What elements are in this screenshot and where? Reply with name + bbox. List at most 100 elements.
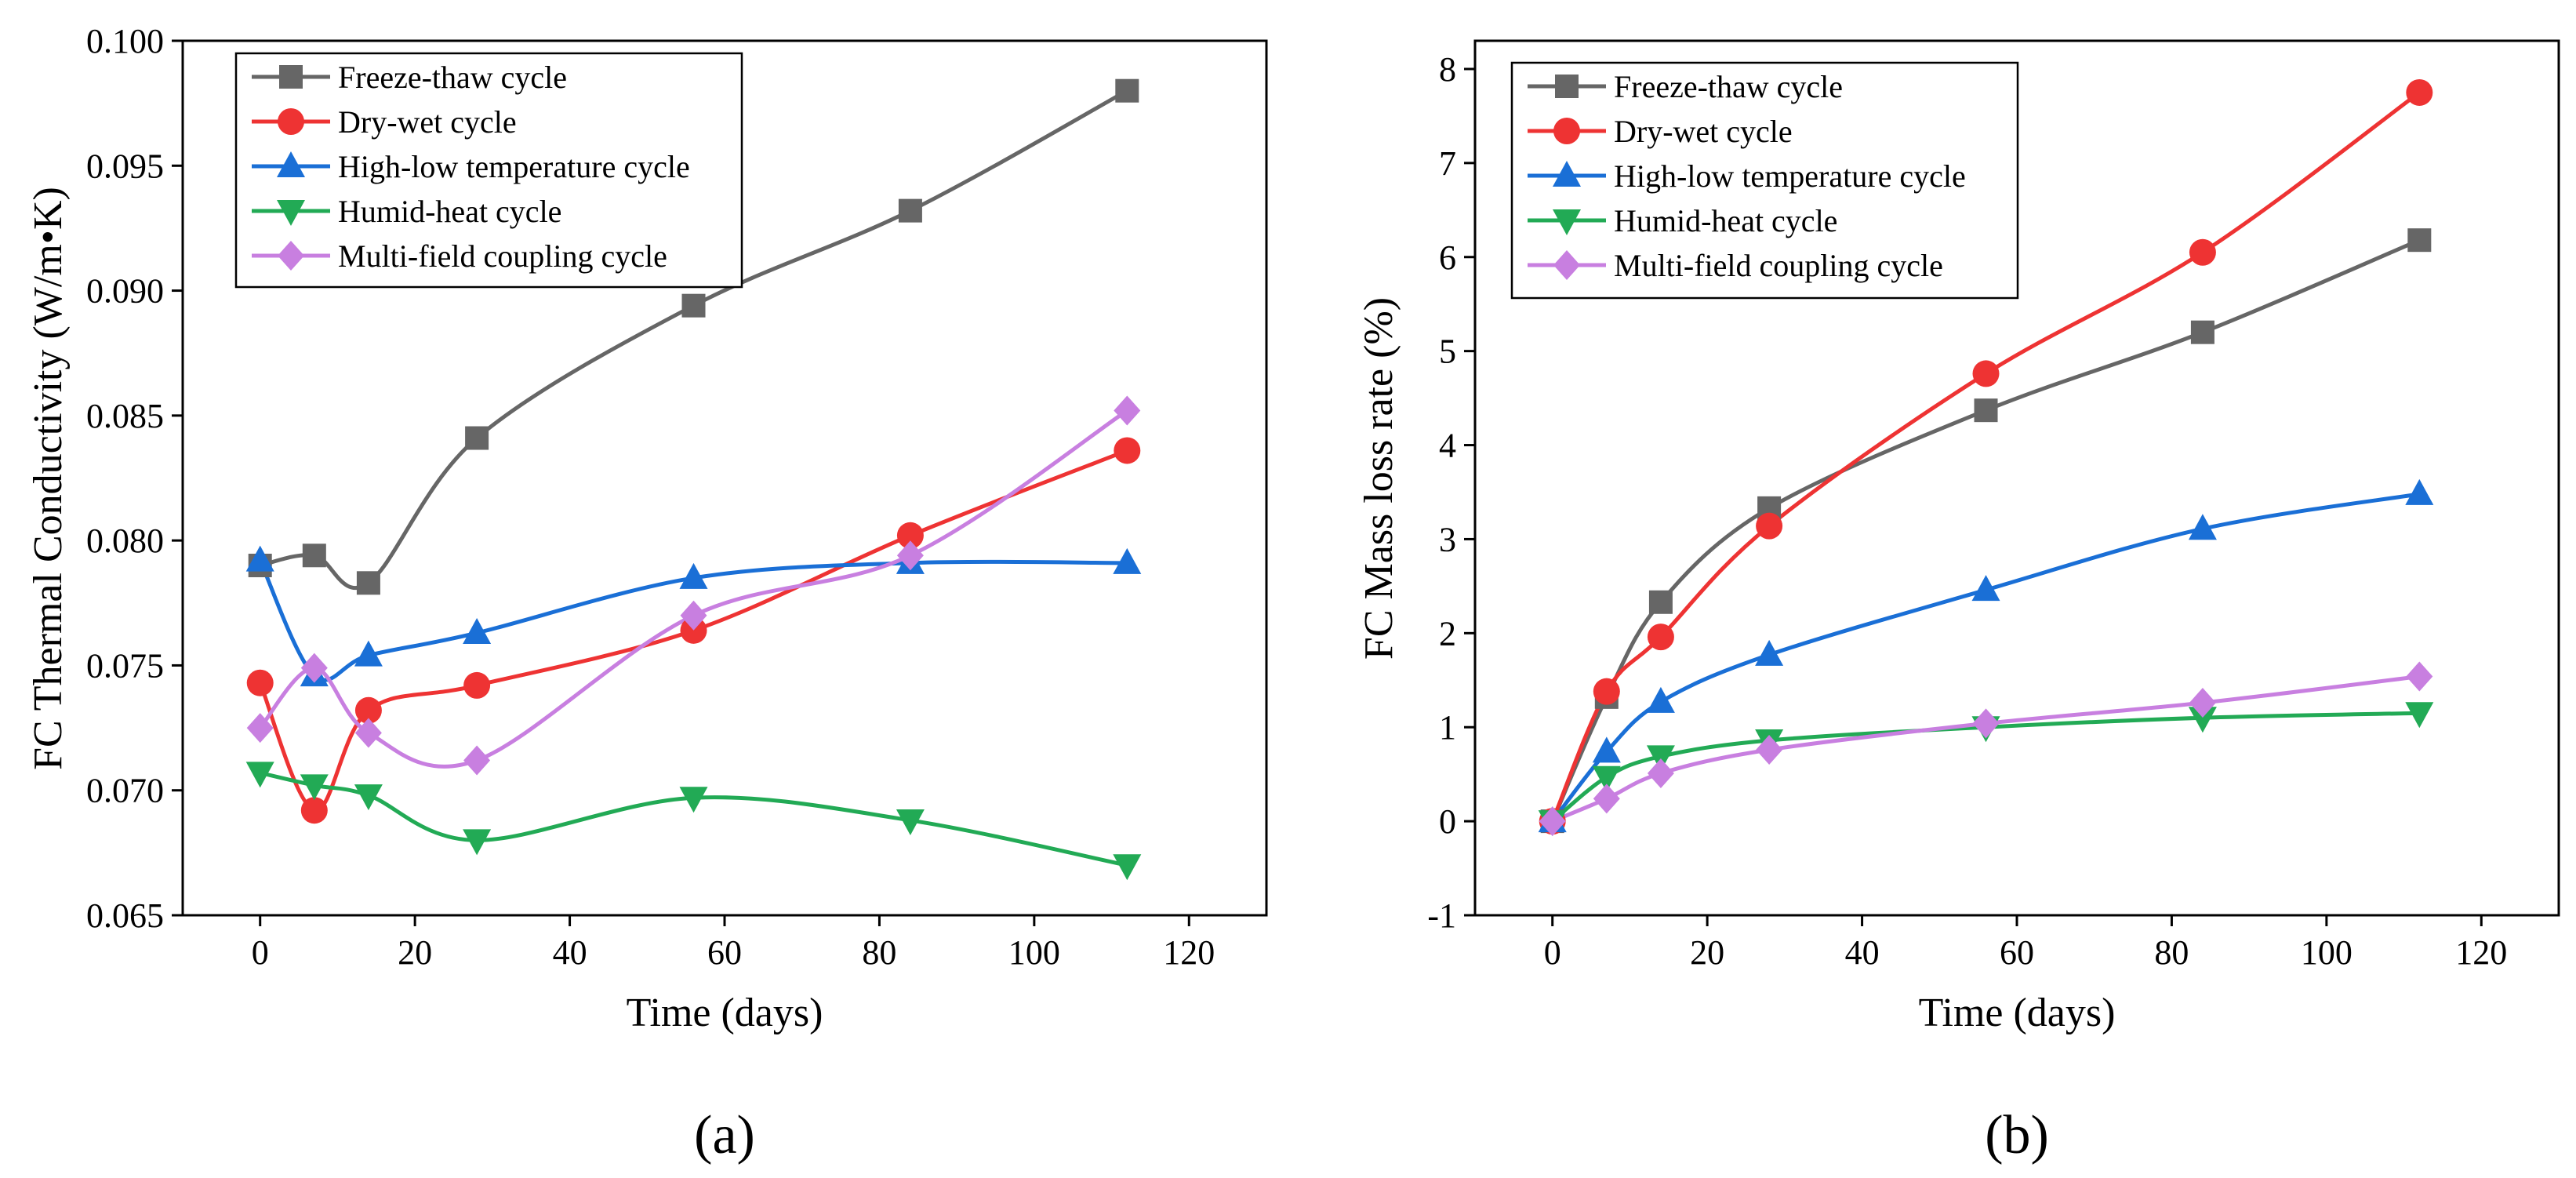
legend-entry: Dry-wet cycle — [252, 104, 517, 140]
data-point — [245, 762, 274, 788]
legend-label: Multi-field coupling cycle — [1614, 248, 1943, 283]
data-point — [300, 653, 328, 683]
series-line — [260, 89, 1128, 591]
panel-a: 0 20 40 60 80 100 120 0.065 0.070 0.075 0.080 0.08… — [26, 22, 1268, 1165]
data-point — [463, 829, 492, 856]
x-tick-label: 80 — [2154, 933, 2189, 972]
y-axis-title: FC Mass loss rate (%) — [1357, 297, 1401, 660]
data-point — [1971, 575, 2000, 602]
data-point — [354, 718, 382, 748]
legend-entry: Multi-field coupling cycle — [1528, 248, 1943, 283]
data-point — [896, 540, 924, 571]
data-point — [1755, 639, 1784, 666]
series-line — [1551, 674, 2420, 824]
legend-label: Humid-heat cycle — [338, 194, 561, 229]
data-point — [1115, 78, 1139, 103]
data-point — [1592, 736, 1621, 763]
data-point — [898, 198, 922, 223]
x-tick-label: 100 — [2301, 933, 2353, 972]
legend-marker — [1553, 209, 1581, 235]
data-point — [354, 640, 383, 667]
legend-marker — [1553, 250, 1580, 280]
x-axis-title: Time (days) — [627, 991, 823, 1035]
legend-items: Freeze-thaw cycle Dry-wet cycle High-low t… — [1528, 69, 1966, 283]
data-point — [1648, 590, 1673, 614]
y-tick-label: 0.100 — [86, 22, 164, 60]
data-point — [245, 545, 274, 572]
data-point — [1539, 806, 1566, 837]
legend-entry: Humid-heat cycle — [1528, 203, 1837, 238]
legend-label: High-low temperature cycle — [338, 149, 690, 184]
x-tick-label: 40 — [553, 933, 587, 972]
data-point — [1592, 765, 1621, 792]
y-tick-label: 0.080 — [86, 522, 164, 560]
data-point — [1756, 512, 1783, 540]
x-tick-label: 120 — [1163, 933, 1215, 972]
x-tick-label: 40 — [1845, 933, 1880, 972]
data-point — [1593, 678, 1620, 705]
data-point — [1972, 360, 2000, 387]
legend-entry: Humid-heat cycle — [252, 194, 561, 229]
x-tick-label: 20 — [398, 933, 432, 972]
data-point — [354, 784, 383, 811]
data-point — [680, 616, 707, 644]
y-tick-label: 0.090 — [86, 272, 164, 311]
y-ticks: 0.065 0.070 0.075 0.080 0.085 0.090 0.095 0.100 — [86, 22, 183, 935]
data-point — [354, 696, 382, 724]
y-tick-label: 0.095 — [86, 147, 164, 185]
y-tick-label: 7 — [1439, 144, 1456, 183]
data-point — [2405, 478, 2434, 505]
legend-entry: Dry-wet cycle — [1528, 114, 1793, 149]
legend-marker — [1555, 75, 1579, 98]
data-point — [2405, 702, 2434, 729]
data-point — [463, 618, 492, 645]
legend-entry: Freeze-thaw cycle — [1528, 69, 1843, 104]
y-tick-label: 0.065 — [86, 896, 164, 935]
legend-box — [1510, 61, 2019, 300]
legend-marker — [1553, 118, 1580, 144]
y-tick-label: 3 — [1439, 520, 1456, 558]
y-tick-label: 0.070 — [86, 772, 164, 810]
y-tick-label: 6 — [1439, 238, 1456, 277]
legend: Freeze-thaw cycle Dry-wet cycle High-low t… — [1510, 61, 2019, 300]
legend-marker — [278, 241, 304, 271]
series-line — [1551, 711, 2420, 824]
legend-marker — [277, 151, 305, 177]
series-layer — [245, 78, 1142, 881]
data-point — [681, 293, 706, 318]
legend-marker — [279, 65, 303, 89]
x-axis-title: Time (days) — [1919, 991, 2116, 1035]
data-point — [1114, 395, 1141, 426]
legend: Freeze-thaw cycle Dry-wet cycle High-low t… — [234, 52, 743, 289]
data-point — [1114, 437, 1141, 464]
legend-box — [234, 52, 743, 289]
data-point — [1113, 547, 1142, 574]
y-tick-label: 8 — [1439, 50, 1456, 89]
x-tick-label: 0 — [1544, 933, 1561, 972]
x-tick-label: 0 — [252, 933, 269, 972]
data-point — [300, 774, 329, 801]
legend-label: Freeze-thaw cycle — [1614, 69, 1843, 104]
legend-entry: High-low temperature cycle — [1528, 158, 1966, 194]
y-tick-label: 2 — [1439, 614, 1456, 653]
x-ticks: 0 20 40 60 80 100 120 — [1544, 915, 2507, 972]
data-point — [1113, 854, 1142, 881]
data-point — [356, 571, 380, 595]
y-tick-label: -1 — [1427, 896, 1456, 935]
data-point — [1647, 624, 1674, 651]
data-point — [2188, 707, 2217, 733]
data-point — [465, 426, 489, 450]
data-point — [246, 669, 274, 696]
data-point — [1646, 686, 1675, 713]
y-tick-label: 0.085 — [86, 397, 164, 435]
x-ticks: 0 20 40 60 80 100 120 — [252, 915, 1215, 972]
data-point — [2189, 688, 2216, 718]
legend-marker — [278, 108, 304, 135]
y-tick-label: 1 — [1439, 708, 1456, 747]
data-point — [463, 671, 491, 699]
x-tick-label: 60 — [2000, 933, 2034, 972]
y-tick-label: 5 — [1439, 333, 1456, 371]
data-point — [2190, 320, 2214, 344]
y-tick-label: 0 — [1439, 802, 1456, 841]
